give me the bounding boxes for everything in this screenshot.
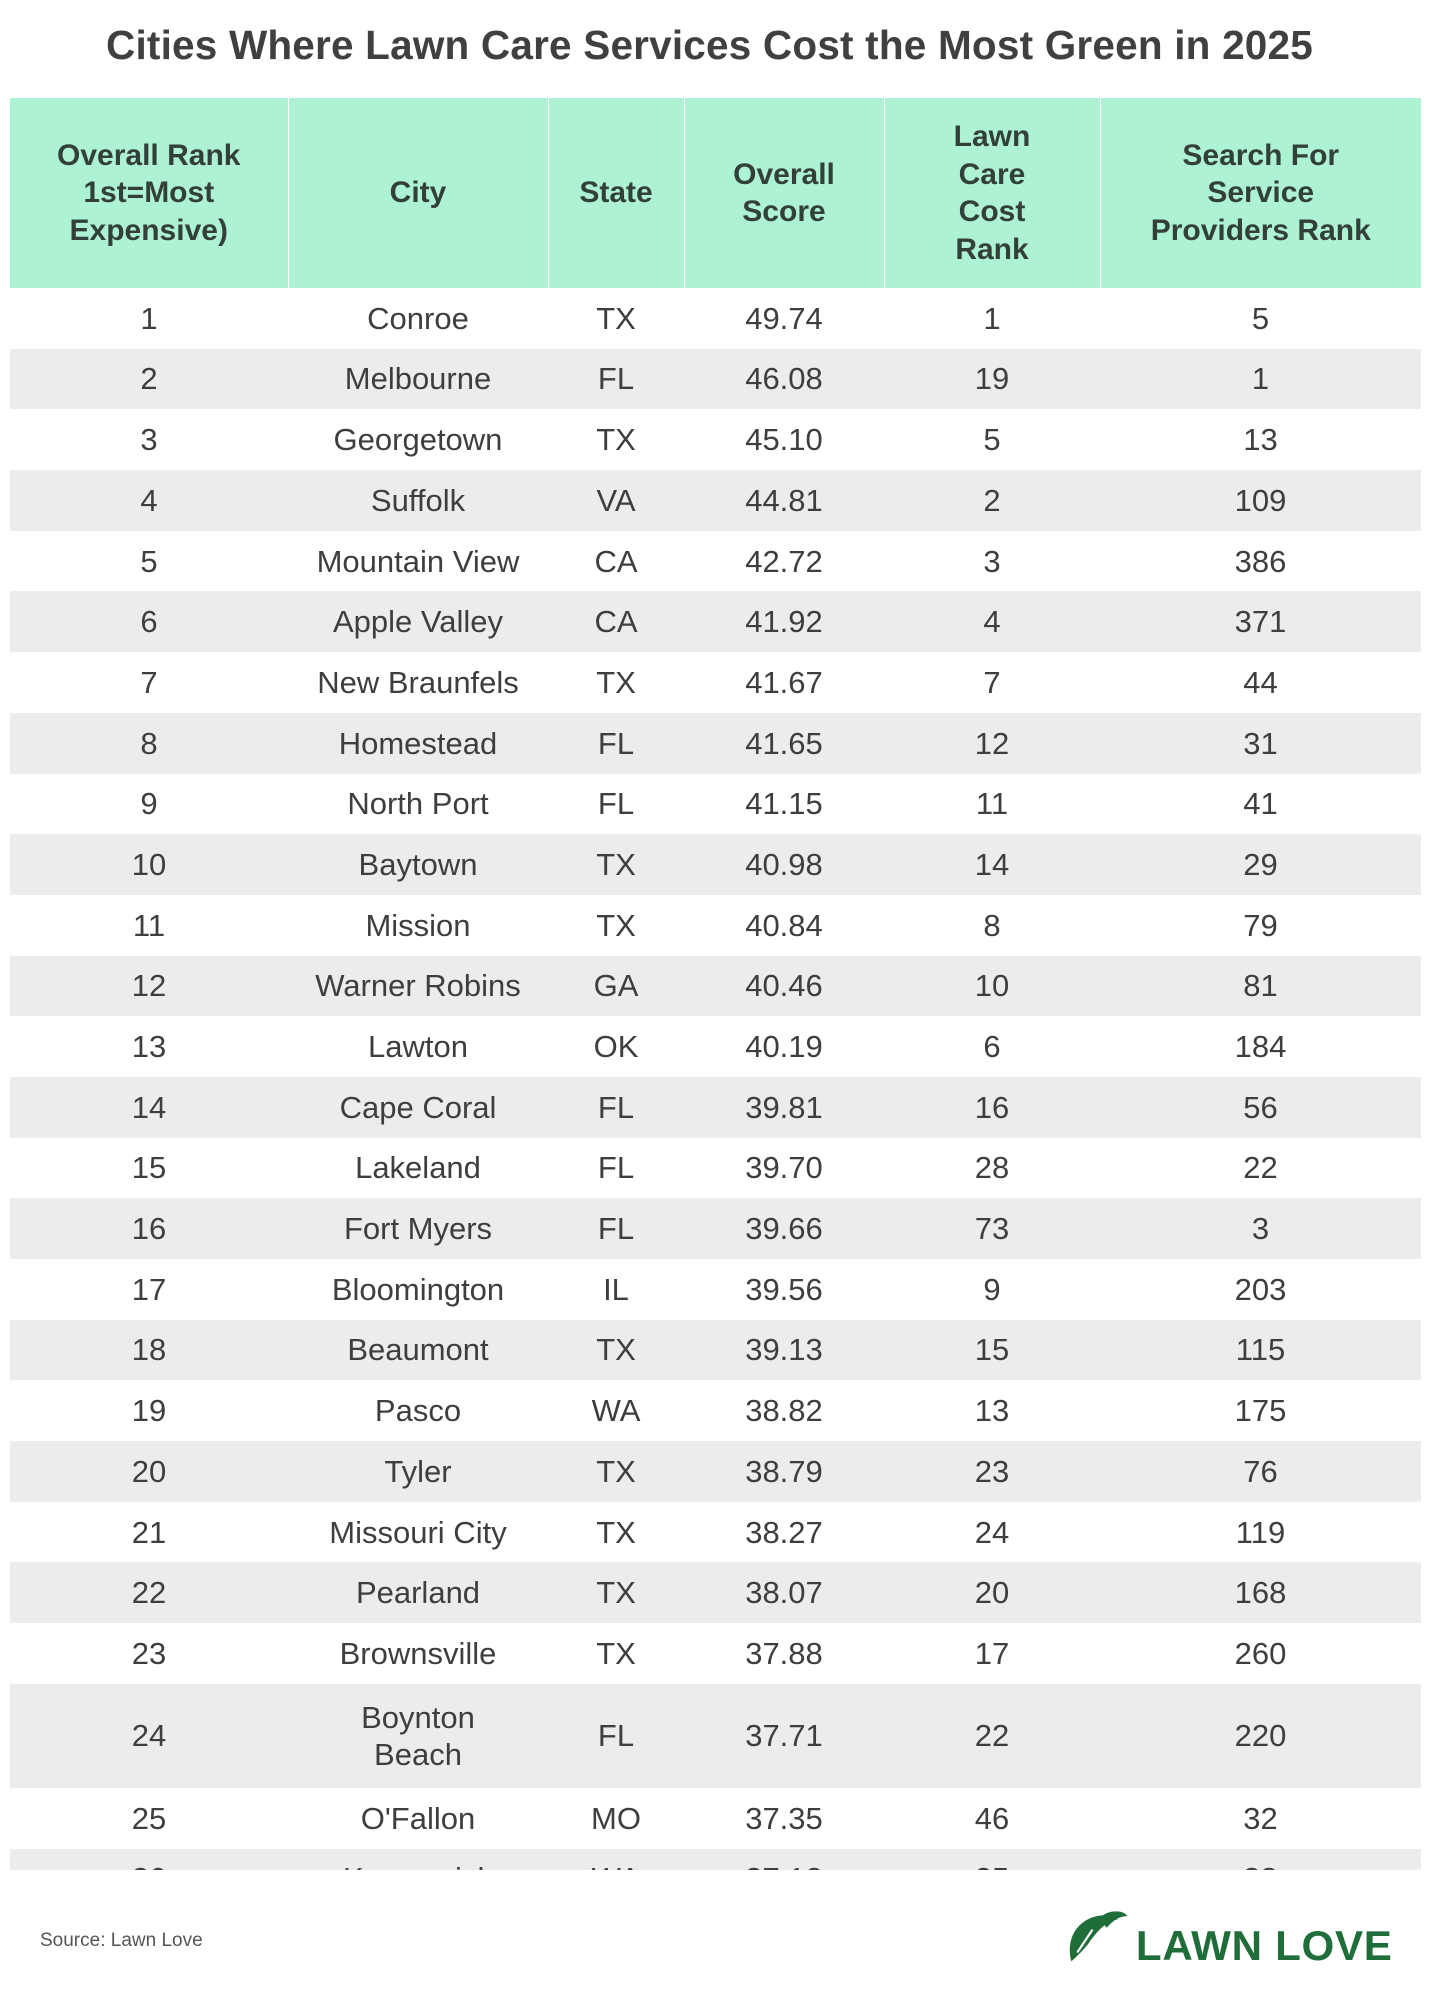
svg-text:LAWN LOVE: LAWN LOVE — [1136, 1922, 1393, 1969]
